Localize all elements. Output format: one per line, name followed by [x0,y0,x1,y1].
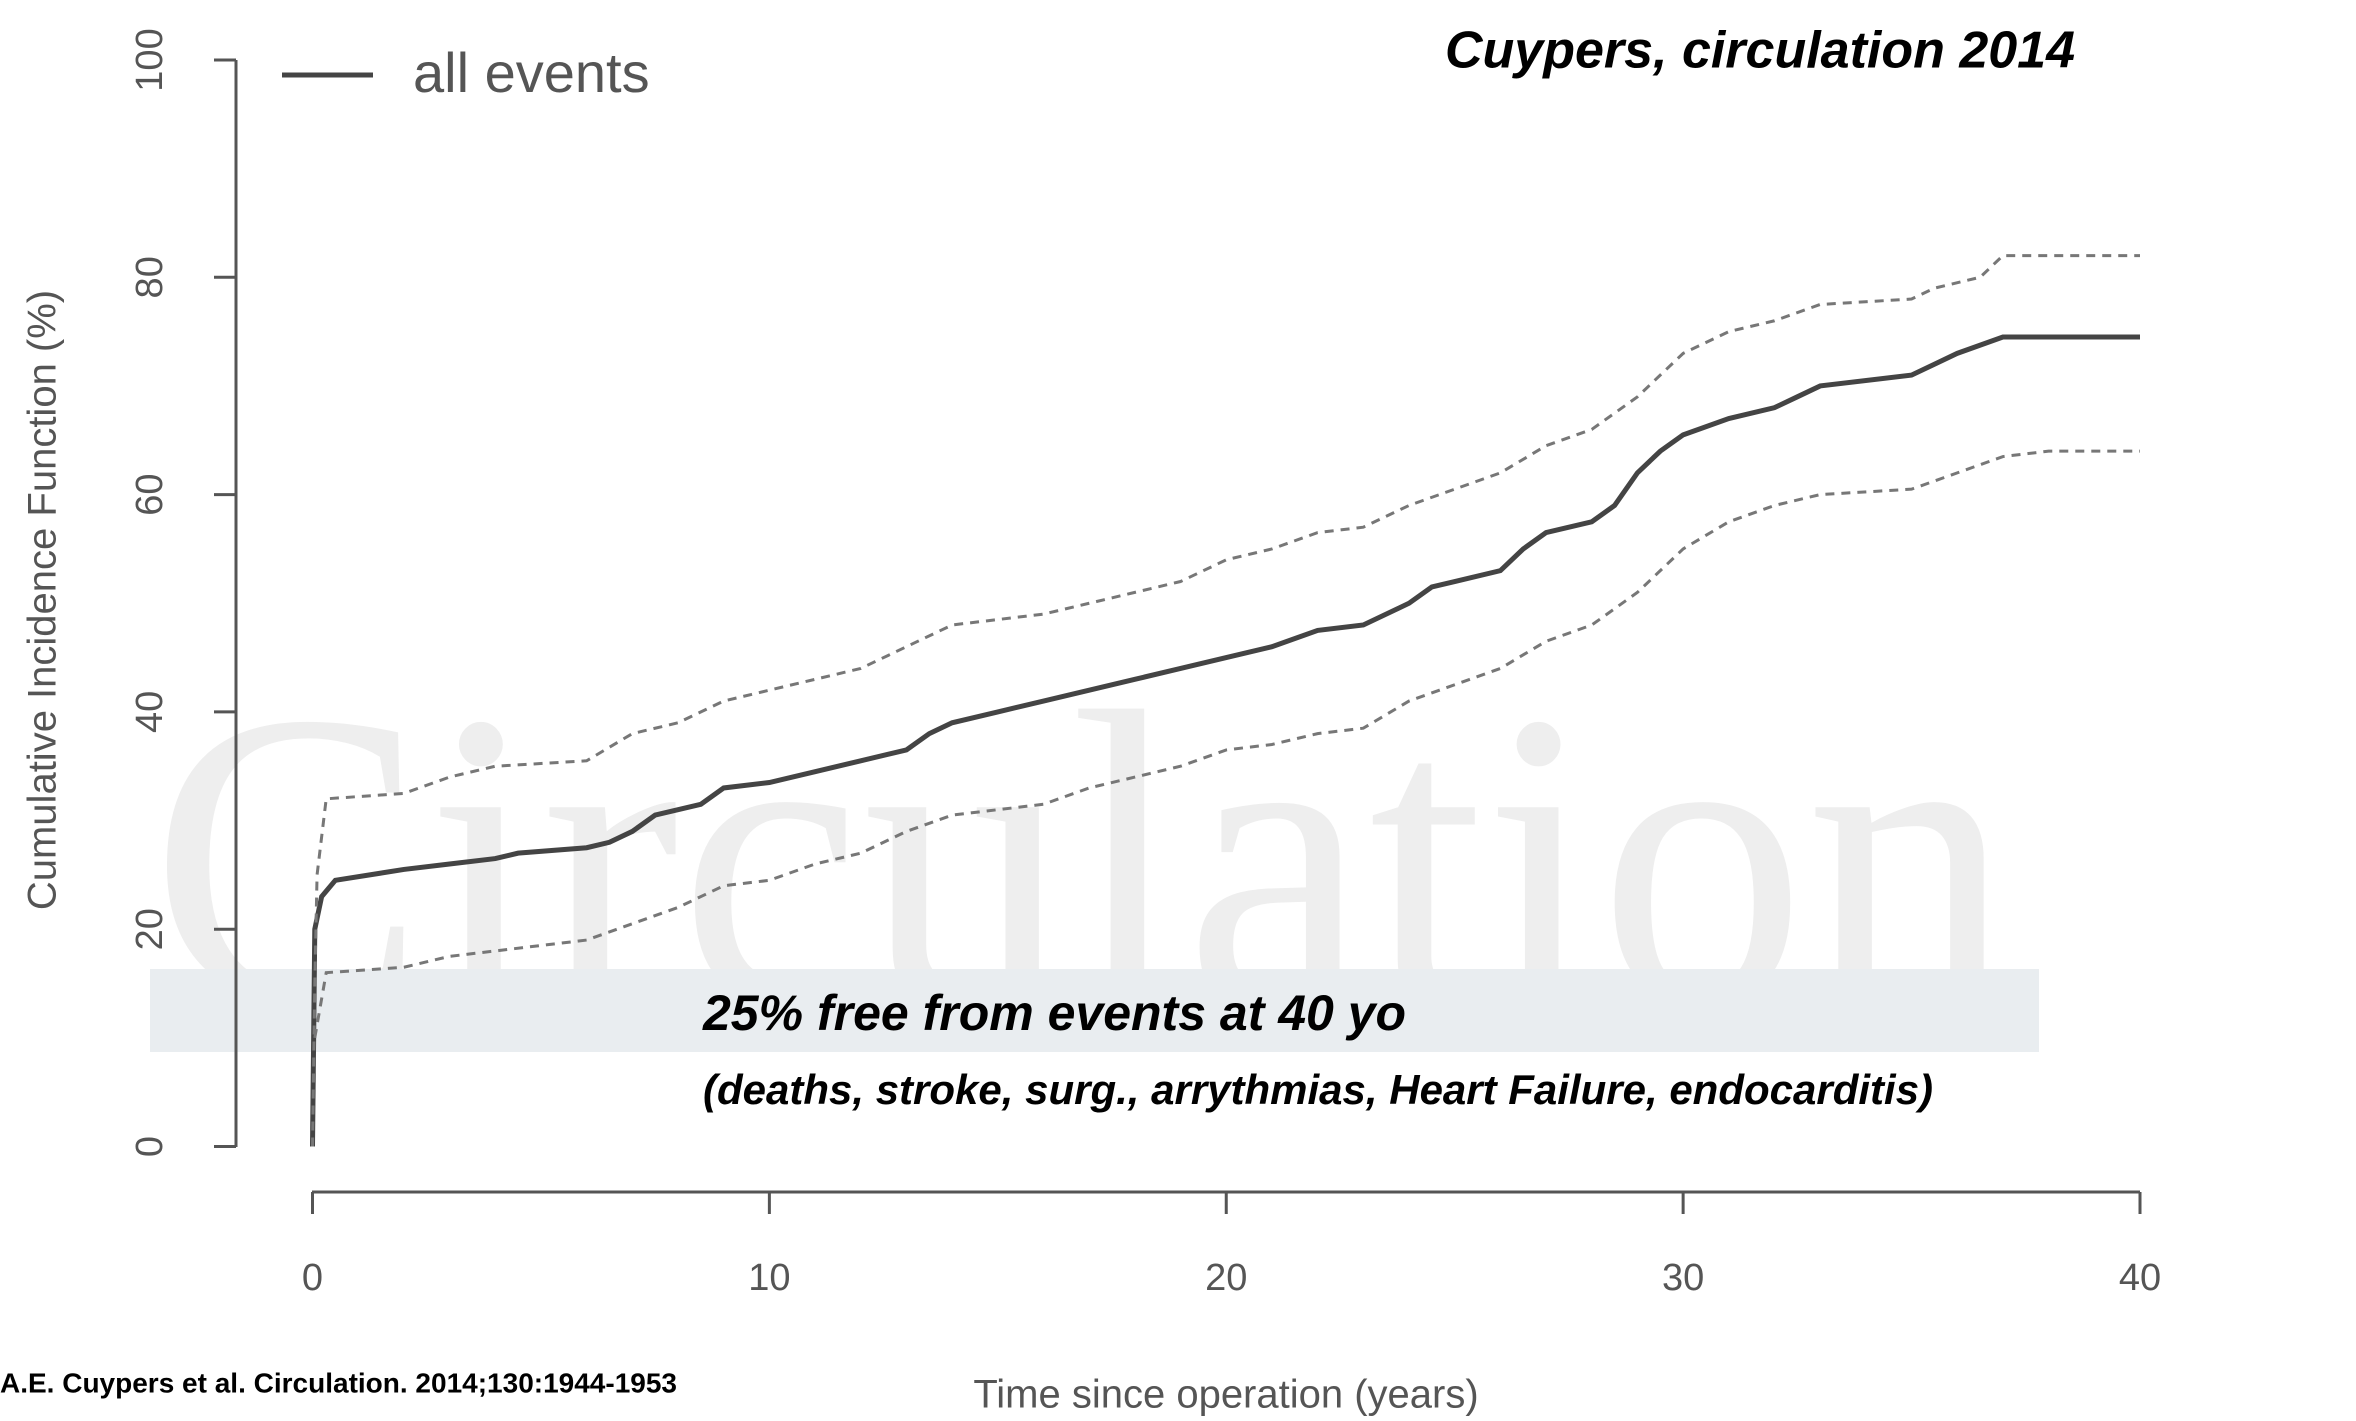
y-tick-label: 80 [129,256,171,298]
x-tick-label: 10 [748,1257,790,1299]
x-axis-label: Time since operation (years) [973,1373,1478,1417]
legend-label: all events [413,41,650,104]
source: A.E. Cuypers et al. Circulation. 2014;13… [0,1367,677,1398]
series-line [310,334,2140,1147]
x-tick-label: 30 [1662,1257,1704,1299]
watermark-band [150,969,2039,1052]
y-axis-label: Cumulative Incidence Function (%) [21,290,65,910]
annotation: (deaths, stroke, surg., arrythmias, Hear… [703,1066,1933,1113]
y-tick-label: 0 [129,1136,171,1157]
x-tick-label: 20 [1205,1257,1247,1299]
citation-note: Cuypers, circulation 2014 [1445,22,2075,80]
y-tick-label: 60 [129,473,171,515]
confidence-bound [313,449,2140,1039]
annotation: 25% free from events at 40 yo [702,985,1406,1041]
y-tick-label: 100 [129,28,171,91]
y-tick-label: 20 [129,908,171,950]
x-tick-label: 0 [302,1257,323,1299]
y-tick-label: 40 [129,691,171,733]
confidence-bound [311,254,2140,1147]
x-tick-label: 40 [2119,1257,2161,1299]
